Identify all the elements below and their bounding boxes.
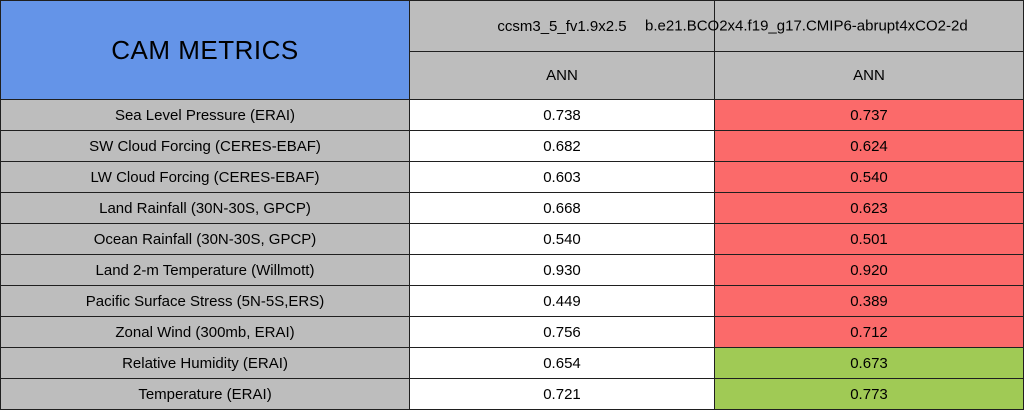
metric-value-run2: 0.624 [715,131,1023,162]
metric-value-run2: 0.673 [715,348,1023,379]
metric-value-run1: 0.682 [410,131,715,162]
metric-label: LW Cloud Forcing (CERES-EBAF) [1,162,410,193]
metric-value-run2: 0.737 [715,100,1023,131]
metric-value-run2: 0.540 [715,162,1023,193]
metric-value-run1: 0.721 [410,379,715,409]
table-title: CAM METRICS [1,1,410,100]
metric-value-run2: 0.623 [715,193,1023,224]
metric-value-run1: 0.603 [410,162,715,193]
metric-value-run2: 0.920 [715,255,1023,286]
metric-value-run1: 0.930 [410,255,715,286]
metric-value-run1: 0.654 [410,348,715,379]
metric-value-run1: 0.668 [410,193,715,224]
metric-label: Ocean Rainfall (30N-30S, GPCP) [1,224,410,255]
metric-label: Temperature (ERAI) [1,379,410,409]
metric-value-run1: 0.738 [410,100,715,131]
metric-value-run1: 0.540 [410,224,715,255]
column-header-model-2: b.e21.BCO2x4.f19_g17.CMIP6-abrupt4xCO2-2… [645,1,1023,52]
metric-value-run1: 0.449 [410,286,715,317]
column-header-model-1: ccsm3_5_fv1.9x2.5 [410,1,715,52]
metric-label: Zonal Wind (300mb, ERAI) [1,317,410,348]
metric-value-run2: 0.773 [715,379,1023,409]
metric-label: Relative Humidity (ERAI) [1,348,410,379]
metric-label: Sea Level Pressure (ERAI) [1,100,410,131]
season-header-model-2: ANN [715,52,1023,100]
metric-value-run2: 0.501 [715,224,1023,255]
metric-value-run1: 0.756 [410,317,715,348]
column-header-model-2-label: b.e21.BCO2x4.f19_g17.CMIP6-abrupt4xCO2-2… [645,17,968,35]
season-header-model-1: ANN [410,52,715,100]
metric-label: Land 2-m Temperature (Willmott) [1,255,410,286]
metric-label: SW Cloud Forcing (CERES-EBAF) [1,131,410,162]
metric-value-run2: 0.712 [715,317,1023,348]
metric-label: Land Rainfall (30N-30S, GPCP) [1,193,410,224]
metric-value-run2: 0.389 [715,286,1023,317]
metric-label: Pacific Surface Stress (5N-5S,ERS) [1,286,410,317]
